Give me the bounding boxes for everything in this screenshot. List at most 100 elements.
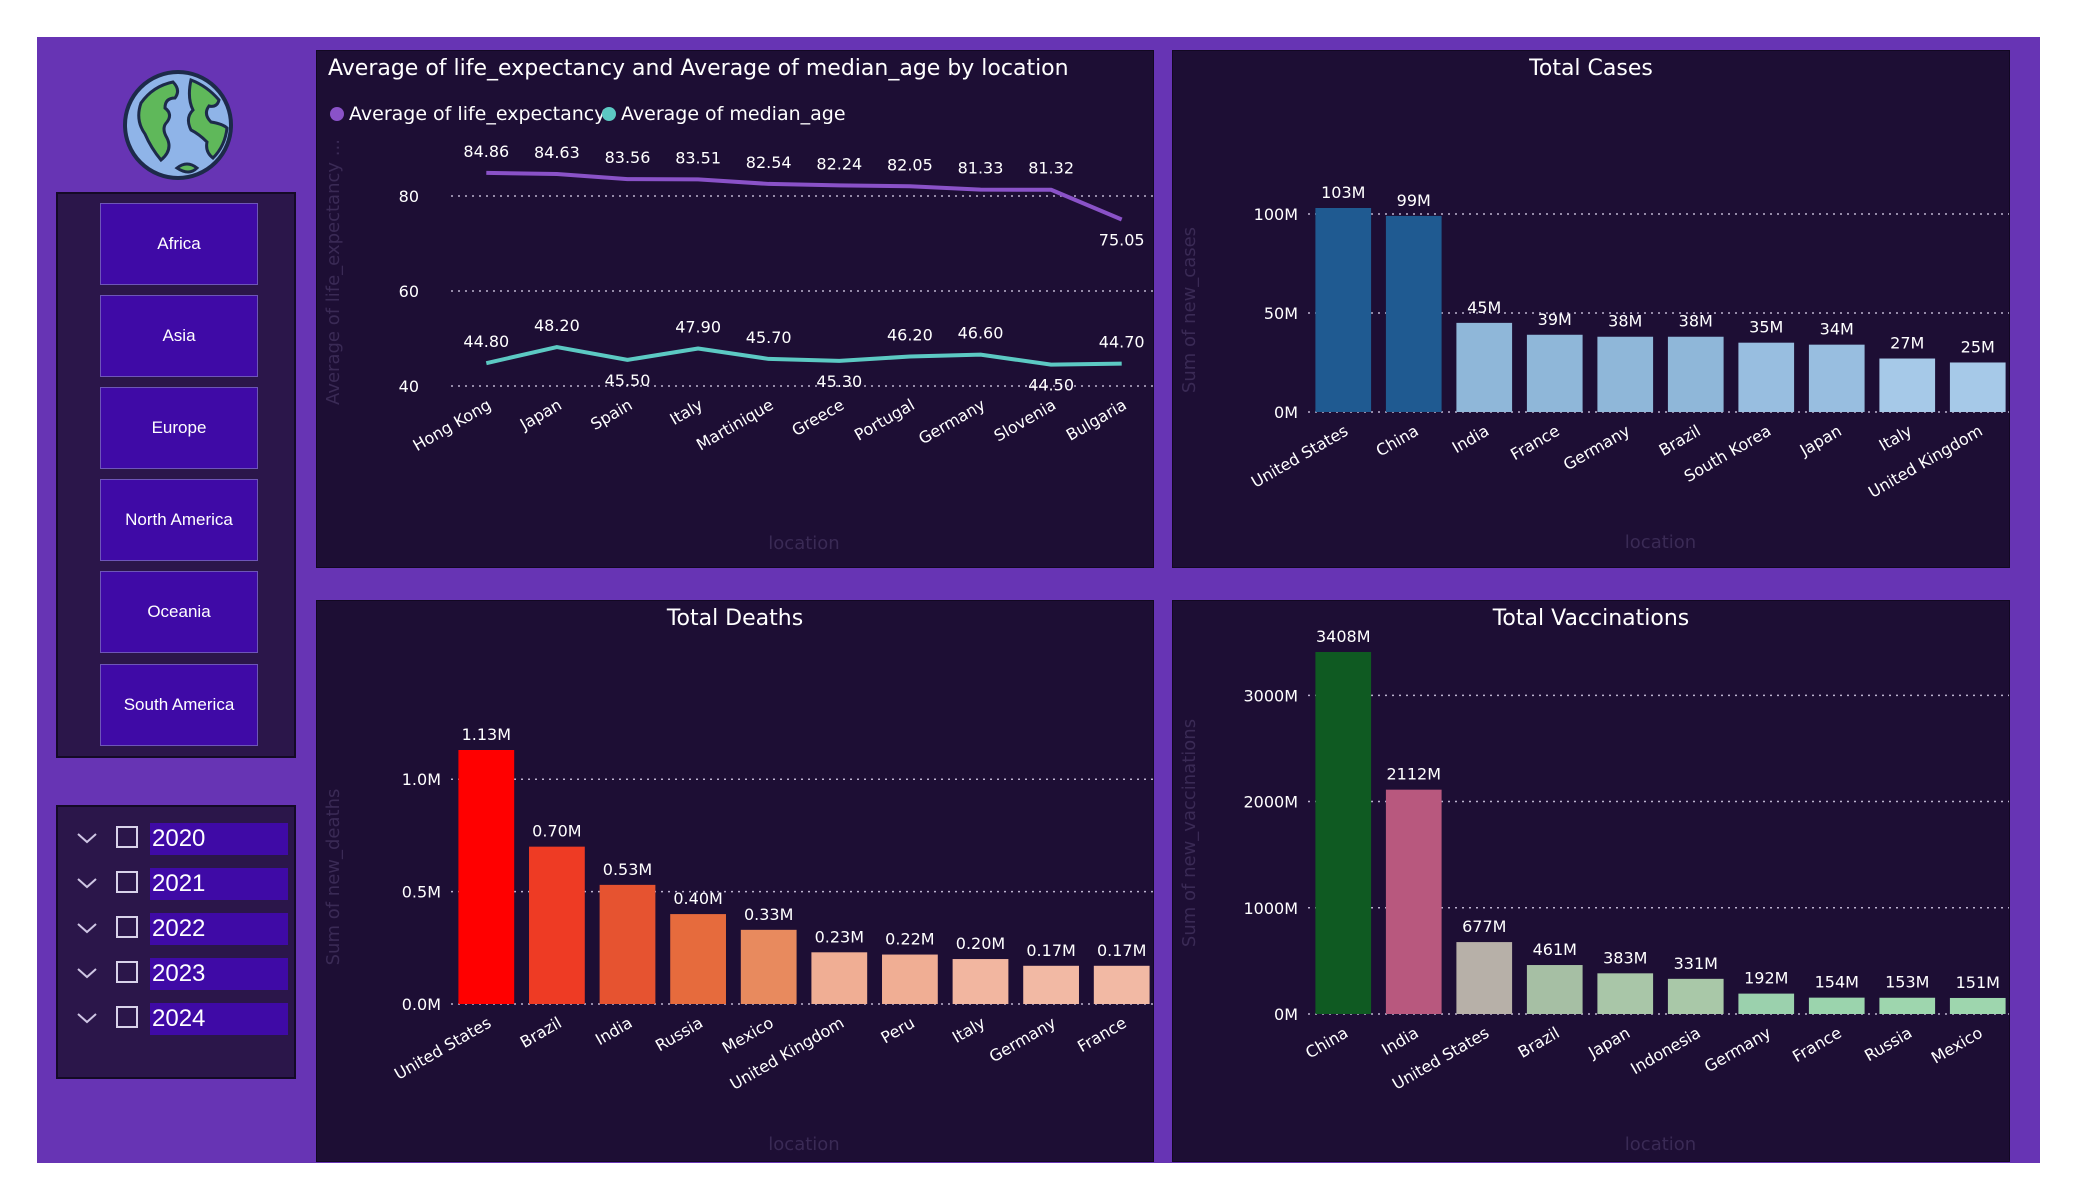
data-label: 82.05 [887, 155, 933, 174]
year-label[interactable]: 2021 [150, 868, 288, 900]
data-label: 0.33M [744, 905, 793, 924]
chevron-down-icon[interactable] [76, 874, 98, 892]
total-deaths-panel[interactable]: Total Deaths 0.0M 0.5M 1.0M 1.13M United Stat… [316, 600, 1154, 1162]
year-label[interactable]: 2020 [150, 823, 288, 855]
continent-button-europe[interactable]: Europe [100, 387, 258, 469]
chevron-down-icon[interactable] [76, 964, 98, 982]
total-cases-panel[interactable]: Total Cases 0M 50M 100M 103M United States 99M… [1172, 50, 2010, 568]
x-tick-label: Italy [667, 395, 707, 429]
data-label: 83.51 [675, 148, 721, 167]
total-cases-chart: Total Cases 0M 50M 100M 103M United States 99M… [1179, 56, 2009, 553]
x-tick-label: Germany [986, 1013, 1059, 1066]
bar [1315, 652, 1372, 1014]
year-label[interactable]: 2024 [150, 1003, 288, 1035]
legend-marker [602, 107, 616, 121]
y-axis-title: Sum of new_vaccinations [1179, 719, 1200, 947]
data-label: 84.63 [534, 143, 580, 162]
y-axis-title: Average of life_expectancy ... [323, 139, 344, 405]
x-tick-label: Brazil [517, 1013, 565, 1052]
data-label: 1.13M [462, 725, 511, 744]
line-chart-panel[interactable]: Average of life_expectancy and Average o… [316, 50, 1154, 568]
x-tick-label: Spain [587, 395, 635, 434]
bar [1597, 336, 1654, 412]
data-label: 192M [1744, 969, 1788, 988]
bar [1456, 942, 1513, 1014]
dashboard-canvas: Africa Asia Europe North America Oceania… [37, 37, 2040, 1163]
year-checkbox[interactable] [116, 961, 138, 983]
continent-button-south-america[interactable]: South America [100, 664, 258, 746]
x-tick-label: Indonesia [1627, 1023, 1704, 1078]
continent-button-oceania[interactable]: Oceania [100, 571, 258, 653]
year-label[interactable]: 2022 [150, 913, 288, 945]
data-label: 103M [1321, 183, 1365, 202]
bar [1667, 978, 1724, 1014]
data-label: 27M [1890, 334, 1924, 353]
x-tick-label: United States [1248, 421, 1351, 492]
data-label: 154M [1815, 973, 1859, 992]
bar [670, 914, 726, 1004]
bar [1597, 973, 1654, 1014]
x-tick-label: Mexico [719, 1013, 777, 1057]
data-label: 461M [1533, 940, 1577, 959]
continent-button-africa[interactable]: Africa [100, 203, 258, 285]
data-label: 38M [1679, 312, 1713, 331]
continent-slicer: Africa Asia Europe North America Oceania… [56, 192, 296, 758]
x-tick-label: Martinique [693, 395, 777, 454]
x-tick-label: France [1507, 421, 1563, 464]
x-tick-label: India [1378, 1023, 1422, 1059]
data-label: 0.17M [1026, 941, 1075, 960]
x-tick-label: Italy [949, 1013, 989, 1047]
data-label: 0.53M [603, 860, 652, 879]
year-checkbox[interactable] [116, 826, 138, 848]
legend-label: Average of life_expectancy [349, 103, 605, 125]
y-tick-label: 2000M [1243, 793, 1298, 812]
y-tick-label: 0M [1274, 1005, 1298, 1024]
y-tick-label: 3000M [1243, 686, 1298, 705]
bar [882, 954, 938, 1004]
year-label[interactable]: 2023 [150, 958, 288, 990]
data-label: 99M [1397, 191, 1431, 210]
data-label: 44.70 [1099, 333, 1145, 352]
data-label: 81.33 [958, 159, 1004, 178]
data-label: 0.17M [1097, 941, 1146, 960]
chevron-down-icon[interactable] [76, 1009, 98, 1027]
data-label: 46.20 [887, 326, 933, 345]
year-slicer: 2020 2021 2022 2023 2024 [56, 805, 296, 1079]
y-tick-label: 0M [1274, 403, 1298, 422]
chevron-down-icon[interactable] [76, 919, 98, 937]
continent-button-north-america[interactable]: North America [100, 479, 258, 561]
x-tick-label: Germany [915, 395, 988, 448]
bar [952, 959, 1009, 1004]
data-label: 0.23M [815, 927, 864, 946]
data-label: 0.40M [673, 889, 722, 908]
bar [529, 846, 585, 1004]
y-tick-label: 0.5M [402, 883, 441, 902]
x-tick-label: Bulgaria [1063, 395, 1130, 445]
total-vaccinations-panel[interactable]: Total Vaccinations 0M 1000M 2000M 3000M 3408M… [1172, 600, 2010, 1162]
globe-icon [123, 70, 233, 180]
y-tick-label: 100M [1254, 205, 1298, 224]
chart-title: Average of life_expectancy and Average o… [328, 56, 1069, 81]
year-checkbox[interactable] [116, 1006, 138, 1028]
continent-button-asia[interactable]: Asia [100, 295, 258, 377]
total-vaccinations-chart: Total Vaccinations 0M 1000M 2000M 3000M 3408M… [1179, 606, 2009, 1155]
x-tick-label: Russia [652, 1013, 706, 1055]
year-checkbox[interactable] [116, 916, 138, 938]
year-checkbox[interactable] [116, 871, 138, 893]
bar [1667, 336, 1724, 412]
data-label: 46.60 [958, 324, 1004, 343]
data-label: 677M [1462, 917, 1506, 936]
x-tick-label: Germany [1701, 1023, 1774, 1076]
y-axis-title: Sum of new_cases [1179, 227, 1200, 393]
series-line [486, 170, 1123, 222]
data-label: 45M [1467, 298, 1501, 317]
bar [1738, 993, 1795, 1014]
chart-title: Total Deaths [666, 606, 803, 631]
x-tick-label: Germany [1560, 421, 1633, 474]
data-label: 153M [1885, 973, 1929, 992]
y-tick-label: 40 [399, 377, 419, 396]
data-label: 45.70 [746, 328, 792, 347]
chevron-down-icon[interactable] [76, 829, 98, 847]
x-tick-label: Brazil [1515, 1023, 1563, 1062]
data-label: 151M [1956, 973, 2000, 992]
